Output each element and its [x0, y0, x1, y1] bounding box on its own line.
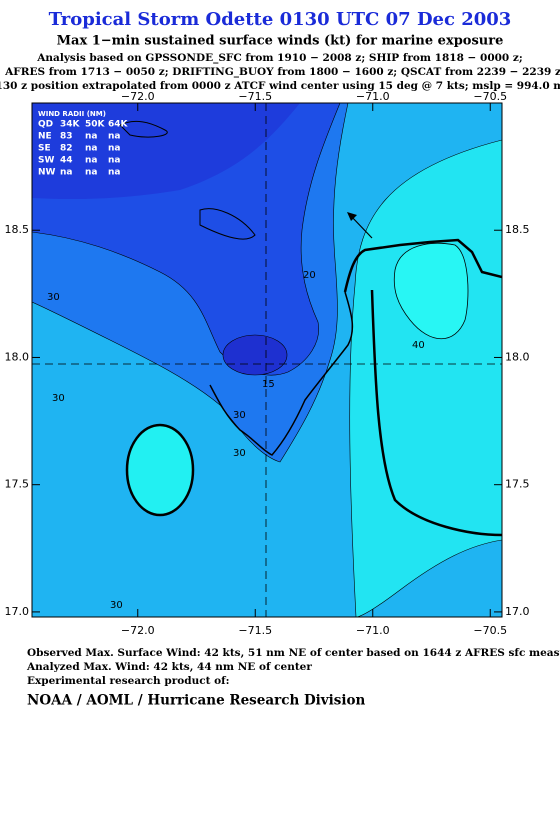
wind-radii-cell: na [60, 168, 72, 178]
wind-radii-cell: 44 [60, 156, 73, 166]
subtitle: Max 1−min sustained surface winds (kt) f… [57, 34, 504, 49]
wind-radii-cell: na [85, 156, 97, 166]
contour-label: 30 [233, 448, 246, 459]
wind-radii-cell: na [85, 168, 97, 178]
y-tick-label: 18.5 [505, 223, 530, 236]
y-tick-label: 18.0 [505, 350, 530, 363]
wind-radii-header: 64K [108, 120, 129, 130]
wind-radii-cell: 83 [60, 132, 73, 142]
wind-radii-cell: SW [38, 156, 54, 166]
y-tick-label: 18.5 [5, 223, 30, 236]
x-tick-label: −70.5 [473, 624, 507, 637]
y-tick-label: 17.0 [505, 605, 530, 618]
x-tick-label: −71.5 [238, 90, 272, 103]
wind-radii-cell: na [85, 132, 97, 142]
contour-label: 40 [412, 340, 425, 351]
x-tick-label: −71.0 [356, 90, 390, 103]
x-tick-label: −70.5 [473, 90, 507, 103]
contour-label: 30 [233, 410, 246, 421]
wind-radii-cell: NW [38, 168, 56, 178]
credit: NOAA / AOML / Hurricane Research Divisio… [27, 693, 366, 709]
x-tick-label: −72.0 [121, 90, 155, 103]
note: AFRES from 1713 − 0050 z; DRIFTING_BUOY … [4, 66, 560, 79]
footer-line: Experimental research product of: [27, 675, 230, 687]
wind-radii-header: 50K [85, 120, 106, 130]
wind-radii-cell: 82 [60, 144, 73, 154]
wind-field [32, 103, 502, 617]
wind-radii-cell: na [108, 168, 120, 178]
note: Analysis based on GPSSONDE_SFC from 1910… [36, 52, 522, 65]
x-tick-label: −72.0 [121, 624, 155, 637]
contour-label: 30 [52, 393, 65, 404]
y-tick-label: 17.0 [5, 605, 30, 618]
wind-radii-cell: na [108, 132, 120, 142]
note: 0130 z position extrapolated from 0000 z… [0, 80, 560, 92]
contour-label: 15 [262, 379, 275, 390]
wind-radii-header: QD [38, 120, 53, 130]
x-tick-label: −71.5 [238, 624, 272, 637]
wind-radii-cell: na [108, 156, 120, 166]
y-tick-label: 17.5 [505, 478, 530, 491]
title: Tropical Storm Odette 0130 UTC 07 Dec 20… [49, 9, 512, 30]
wind-radii-cell: na [108, 144, 120, 154]
footer-line: Analyzed Max. Wind: 42 kts, 44 nm NE of … [26, 661, 312, 673]
y-tick-label: 18.0 [5, 350, 30, 363]
x-tick-label: −71.0 [356, 624, 390, 637]
contour-label: 30 [47, 292, 60, 303]
wind-radii-cell: na [85, 144, 97, 154]
wind-radii-cell: SE [38, 144, 51, 154]
wind-radii-cell: NE [38, 132, 52, 142]
contour-label: 30 [110, 600, 123, 611]
contour-label: 20 [303, 270, 316, 281]
wind-radii-title: WIND RADII (NM) [38, 110, 106, 118]
y-tick-label: 17.5 [5, 478, 30, 491]
footer-line: Observed Max. Surface Wind: 42 kts, 51 n… [27, 647, 560, 659]
plot-frame [31, 102, 503, 618]
wind-radii-header: 34K [60, 120, 81, 130]
